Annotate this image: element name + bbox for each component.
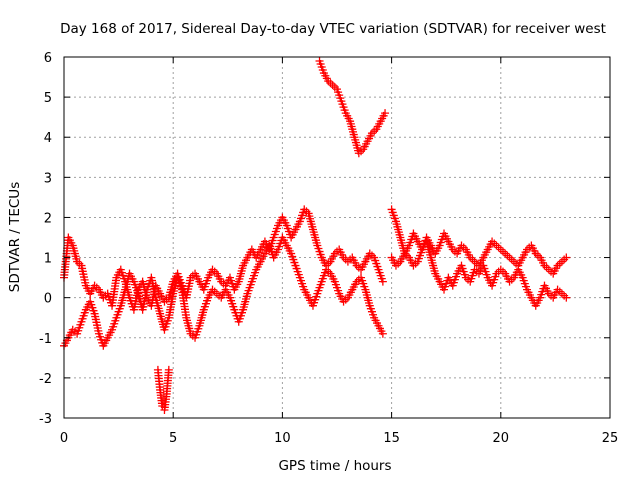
data-point [378,277,387,286]
series-dip-near-4-5-h [153,365,173,414]
y-tick-label: 2 [44,211,52,226]
y-tick-labels: -3 -2 -1 0 1 2 3 4 5 6 [39,51,52,427]
series-track-b [60,233,387,350]
plot-frame [63,56,611,419]
data-points [60,57,571,414]
series-high-arc-near-12-14-7-h [315,57,390,158]
x-tick-labels: 0 5 10 15 20 25 [60,431,618,446]
y-tick-label: -3 [39,412,52,427]
x-tick-label: 15 [383,431,400,446]
y-tick-label: 1 [44,252,52,267]
y-tick-label: -1 [39,332,52,347]
y-tick-label: 3 [44,171,52,186]
chart-title: Day 168 of 2017, Sidereal Day-to-day VTE… [60,21,606,37]
x-tick-label: 25 [602,431,619,446]
y-tick-label: 0 [44,292,52,307]
y-tick-label: 5 [44,91,52,106]
grid-lines [64,57,610,418]
x-tick-label: 0 [60,431,68,446]
x-tick-label: 5 [169,431,177,446]
data-point [164,365,173,374]
axis-ticks [63,56,611,419]
data-point [562,253,571,262]
x-tick-label: 10 [274,431,291,446]
x-axis-label: GPS time / hours [278,458,391,474]
y-tick-label: -2 [39,372,52,387]
data-point [562,293,571,302]
y-axis-label: SDTVAR / TECUs [7,182,23,292]
x-tick-label: 20 [493,431,510,446]
series-track-d [387,237,571,310]
y-tick-label: 6 [44,51,52,66]
data-point [381,109,390,118]
data-point [378,329,387,338]
y-tick-label: 4 [44,131,52,146]
